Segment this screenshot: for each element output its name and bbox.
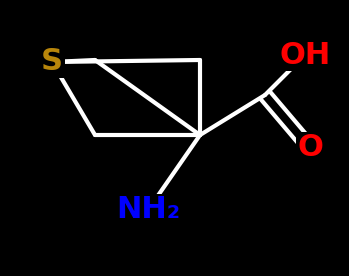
Text: S: S [41, 47, 63, 76]
Text: O: O [297, 134, 323, 163]
Text: NH₂: NH₂ [116, 195, 180, 224]
Text: OH: OH [280, 41, 331, 70]
